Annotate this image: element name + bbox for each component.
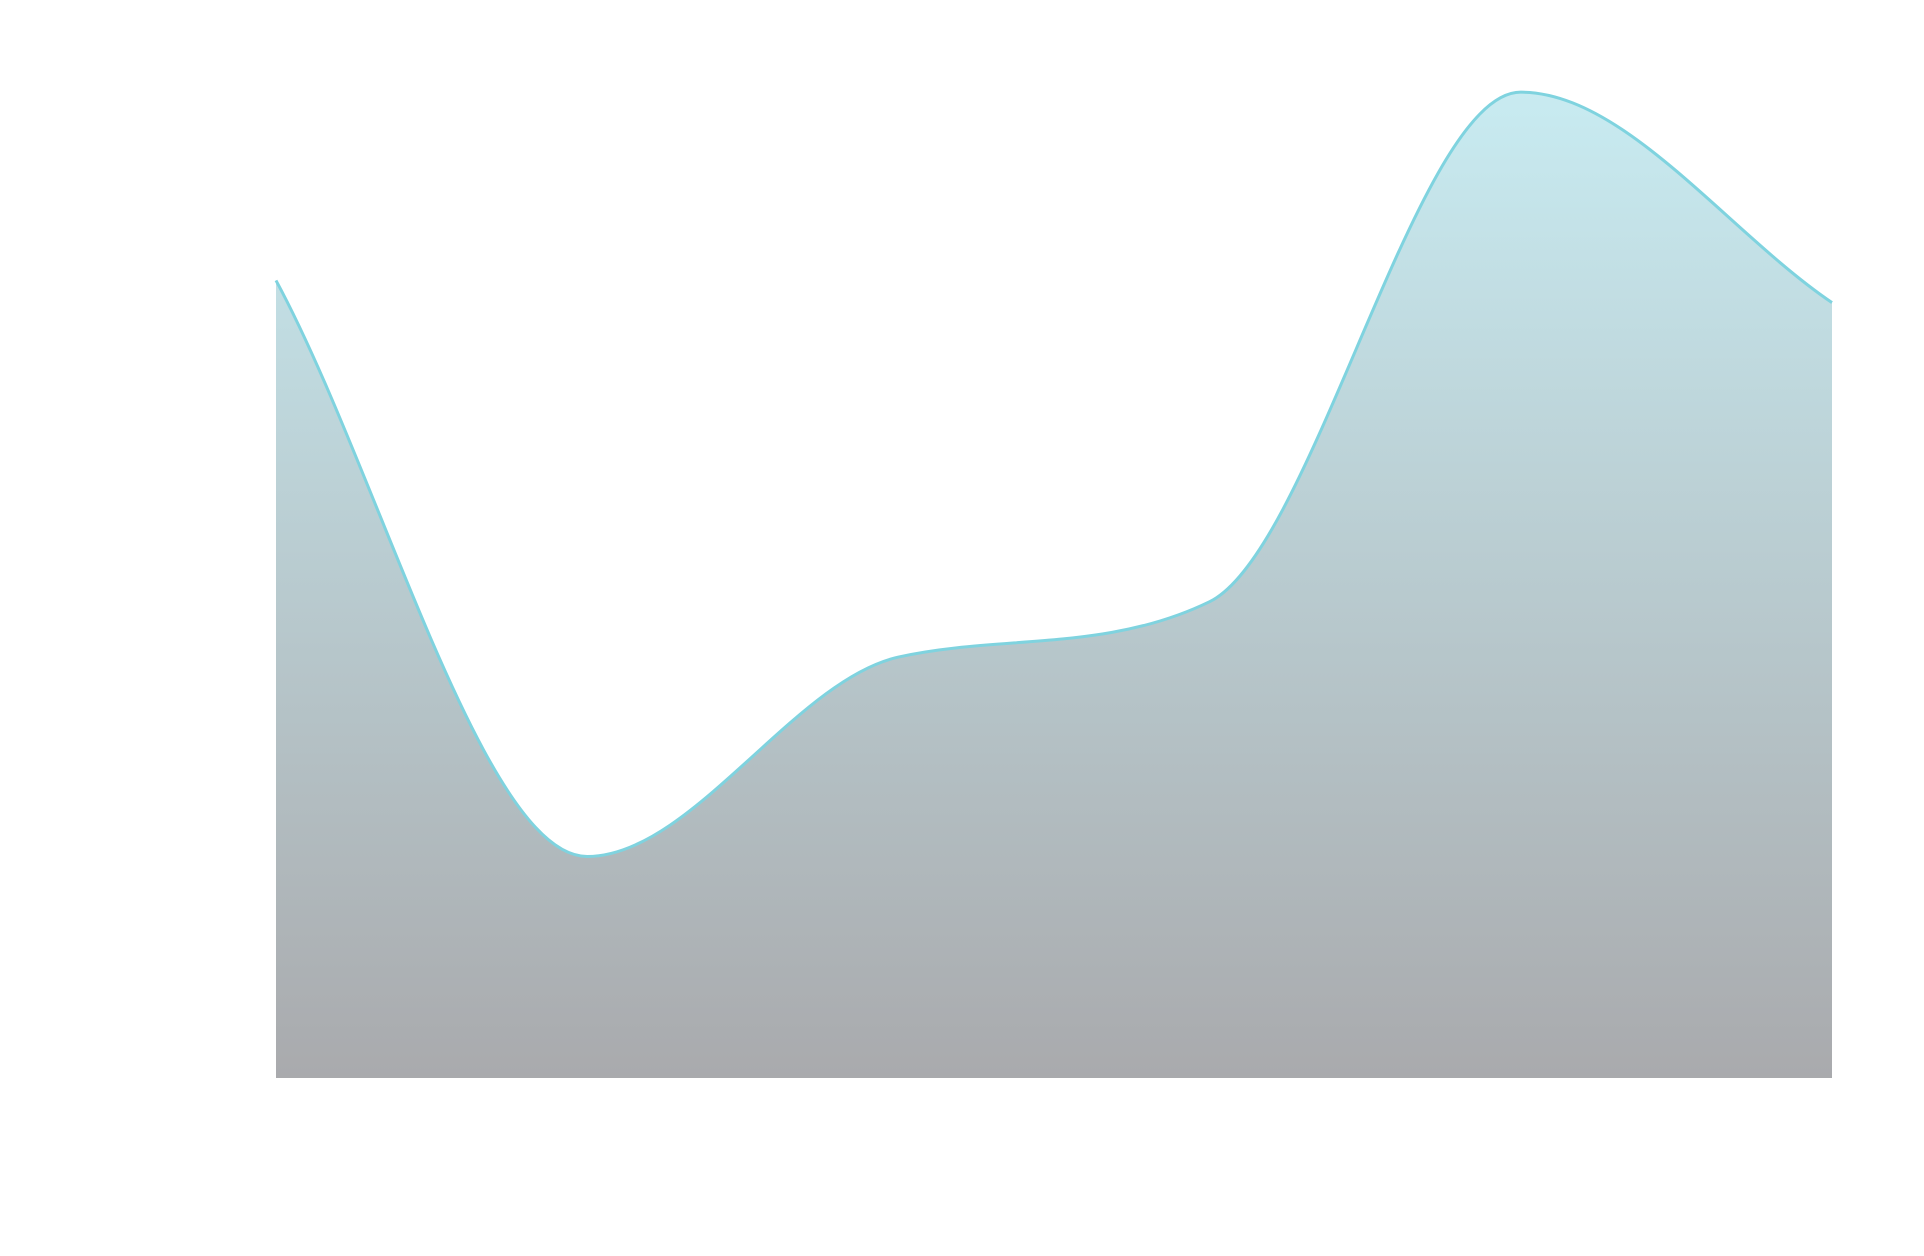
plot-area [274, 90, 1834, 1078]
data-point [1830, 301, 1834, 305]
data-point [1519, 90, 1523, 94]
data-point [585, 854, 589, 858]
area-fill [276, 92, 1832, 1078]
data-point [896, 655, 900, 659]
data-point [1208, 600, 1212, 604]
series-line [274, 90, 1833, 858]
data-point [274, 278, 278, 282]
